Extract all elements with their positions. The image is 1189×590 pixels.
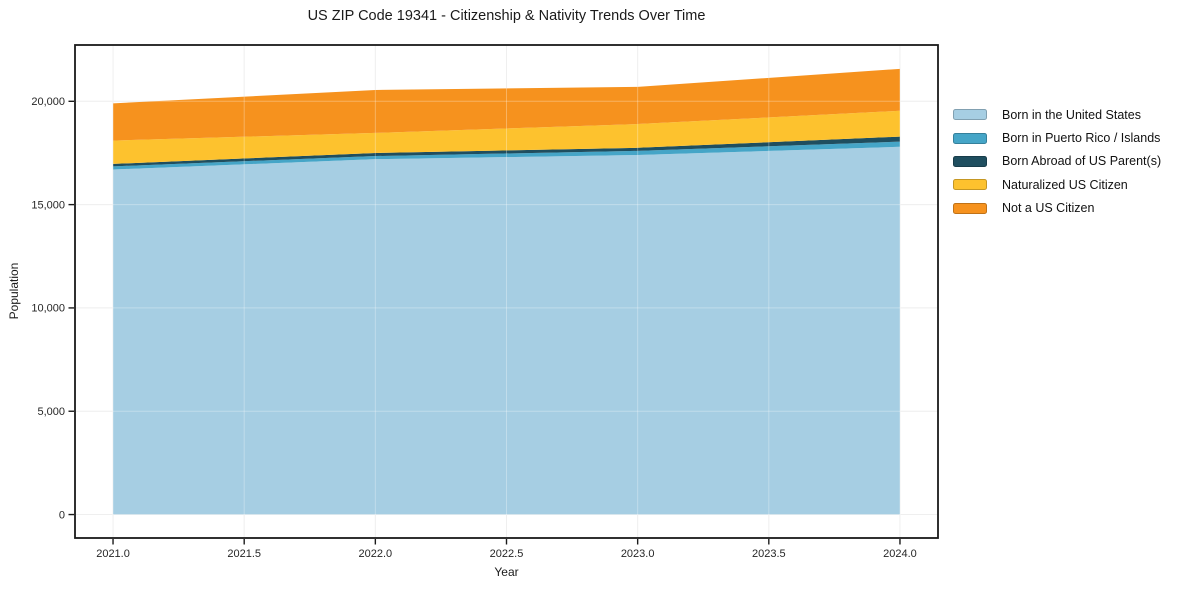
legend-label: Born Abroad of US Parent(s): [1002, 154, 1162, 169]
legend: Born in the United States Born in Puerto …: [953, 103, 1161, 220]
legend-label: Naturalized US Citizen: [1002, 177, 1128, 192]
chart-title: US ZIP Code 19341 - Citizenship & Nativi…: [307, 8, 706, 24]
x-tick-label: 2023.5: [752, 548, 786, 560]
x-tick-label: 2021.5: [227, 548, 261, 560]
area-born-in-puerto-rico-islands: [113, 141, 900, 170]
plot-frame: [74, 44, 939, 539]
x-tick-label: 2024.0: [883, 548, 917, 560]
area-born-in-the-united-states: [113, 146, 900, 515]
x-tick-label: 2022.5: [490, 548, 524, 560]
legend-swatch-born-in-the-united-states: [953, 109, 987, 121]
legend-item: Not a US Citizen: [953, 197, 1161, 220]
legend-label: Born in the United States: [1002, 107, 1141, 122]
x-axis-label: Year: [494, 565, 519, 579]
legend-swatch-born-in-puerto-rico-islands: [953, 132, 987, 144]
legend-label: Not a US Citizen: [1002, 201, 1095, 216]
area-not-a-us-citizen: [113, 68, 900, 141]
y-tick-label: 15,000: [31, 199, 65, 211]
legend-item: Born Abroad of US Parent(s): [953, 150, 1161, 173]
y-tick-label: 5,000: [37, 406, 65, 418]
legend-swatch-naturalized-us-citizen: [953, 179, 987, 191]
legend-item: Born in the United States: [953, 103, 1161, 126]
x-tick-label: 2023.0: [621, 548, 655, 560]
x-tick-label: 2021.0: [96, 548, 130, 560]
legend-swatch-born-abroad-of-us-parent-s: [953, 155, 987, 167]
y-axis-label: Population: [7, 262, 21, 320]
x-tick-label: 2022.0: [359, 548, 393, 560]
area-born-abroad-of-us-parent-s: [113, 136, 900, 167]
y-tick-label: 10,000: [31, 303, 65, 315]
area-naturalized-us-citizen: [113, 110, 900, 164]
legend-swatch-not-a-us-citizen: [953, 202, 987, 214]
legend-item: Naturalized US Citizen: [953, 173, 1161, 196]
y-tick-label: 20,000: [31, 96, 65, 108]
legend-label: Born in Puerto Rico / Islands: [1002, 131, 1161, 146]
y-tick-label: 0: [59, 509, 65, 521]
legend-item: Born in Puerto Rico / Islands: [953, 126, 1161, 149]
